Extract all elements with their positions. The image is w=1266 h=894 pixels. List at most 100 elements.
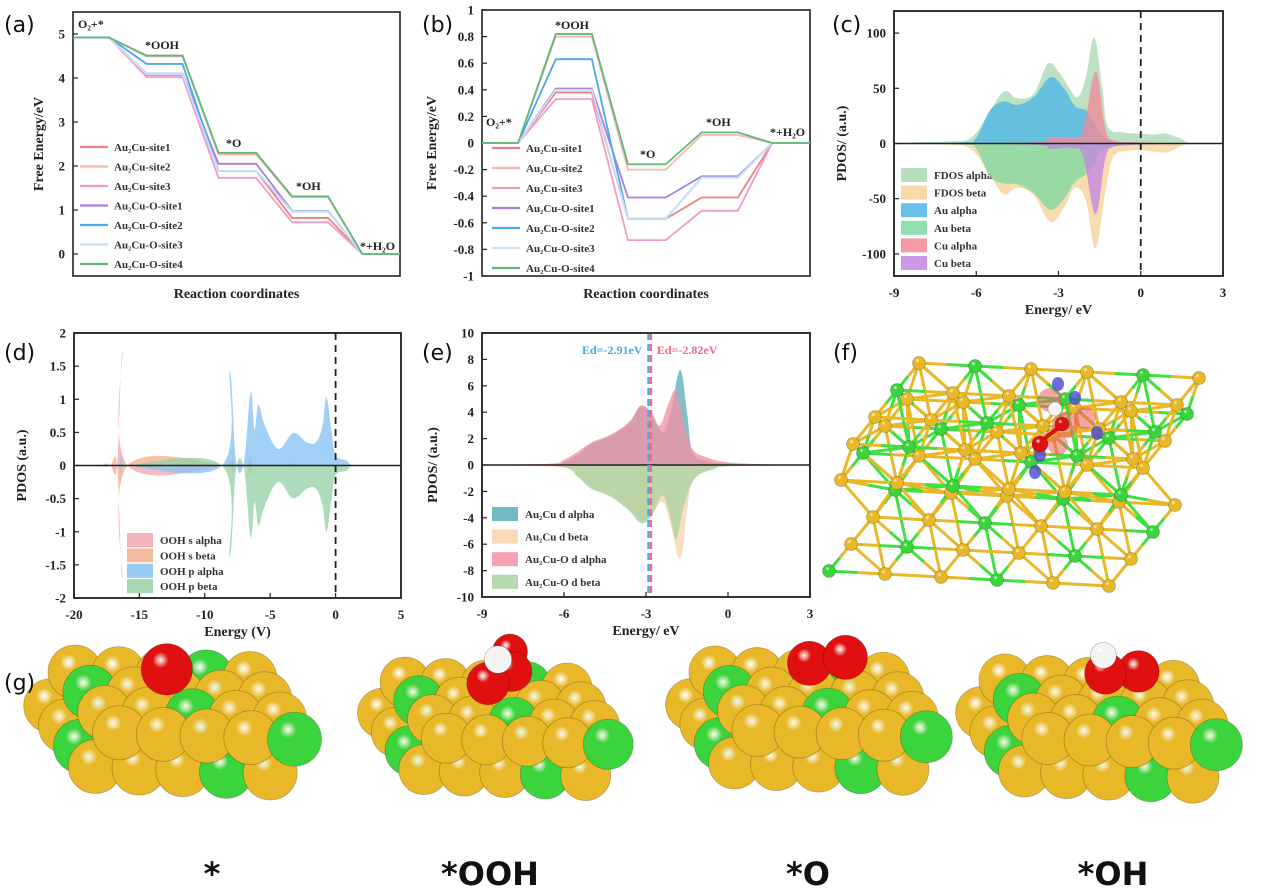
au-atom xyxy=(990,425,1004,439)
legend-label: Au₂Cu-O-site3 xyxy=(114,240,183,252)
y-tick-label: -0.2 xyxy=(453,162,474,177)
step-label: *+H₂O xyxy=(360,239,395,253)
cu-atom xyxy=(1102,431,1116,445)
y-tick-label: 2 xyxy=(59,159,66,174)
cu-atom xyxy=(890,383,904,397)
cu-atom xyxy=(1068,549,1082,563)
y-tick-label: 0.5 xyxy=(50,425,67,440)
structure-label-clean: * xyxy=(204,855,221,893)
au-atom xyxy=(834,473,848,487)
au-atom xyxy=(1114,395,1128,409)
y-tick-label: 10 xyxy=(461,326,474,341)
step-label: *O xyxy=(640,147,655,161)
y-tick-label: -0.8 xyxy=(453,242,474,257)
charge-depletion-lobe xyxy=(1091,426,1103,440)
cu-atom xyxy=(902,440,916,454)
au-atom xyxy=(1124,552,1138,566)
y-tick-label: -10 xyxy=(457,590,474,605)
legend-label: Au₂Cu-O-site1 xyxy=(526,203,595,215)
legend-label: Au₂Cu-site2 xyxy=(526,163,583,175)
y-axis-label: PDOS/ (a.u.) xyxy=(835,105,850,181)
au-atom xyxy=(1012,546,1026,560)
y-tick-label: 3 xyxy=(59,115,66,130)
x-tick-label: -5 xyxy=(265,607,276,622)
y-tick-label: -1 xyxy=(55,524,66,539)
panel-label-c: (c) xyxy=(832,13,861,38)
y-tick-label: 1.5 xyxy=(50,359,67,374)
step-label: *+H₂O xyxy=(770,125,805,139)
y-axis-label: PDOS (a.u.) xyxy=(15,429,30,501)
series-line xyxy=(482,98,810,241)
au-atom xyxy=(866,510,880,524)
panel-label-e: (e) xyxy=(422,341,453,366)
charge-depletion-lobe xyxy=(1069,391,1081,405)
legend-label: OOH p beta xyxy=(160,581,218,593)
y-tick-label: -2 xyxy=(463,484,474,499)
series-area xyxy=(482,390,810,465)
legend-label: Au₂Cu-O-site2 xyxy=(526,223,595,235)
panel-f-charge-density-structure xyxy=(822,356,1206,593)
legend-label: Au₂Cu-site1 xyxy=(526,143,582,155)
cu-atom xyxy=(934,422,948,436)
y-tick-label: 1 xyxy=(60,392,67,407)
charge-depletion-lobe xyxy=(1052,377,1064,391)
o-atom xyxy=(1031,435,1049,453)
panel-g-adsorption-structures xyxy=(23,633,1243,804)
legend-label: Cu alpha xyxy=(934,240,978,252)
step-label: O₂+* xyxy=(486,115,512,129)
y-axis-label: Free Energy/eV xyxy=(32,97,47,191)
panel-label-b: (b) xyxy=(422,13,453,38)
au-atom xyxy=(1002,482,1016,496)
x-tick-label: -9 xyxy=(889,285,900,300)
x-tick-label: 3 xyxy=(807,606,814,621)
cu-atom xyxy=(822,564,836,578)
y-tick-label: -100 xyxy=(862,246,886,261)
legend-label: Au beta xyxy=(934,223,971,235)
cu-atom xyxy=(978,516,992,530)
x-axis-label: Reaction coordinates xyxy=(583,287,709,302)
legend-label: Au₂Cu d alpha xyxy=(525,509,595,521)
au-atom xyxy=(868,410,882,424)
x-axis-label: Energy/ eV xyxy=(1025,303,1092,318)
au-atom xyxy=(968,452,982,466)
slab-structure xyxy=(23,643,322,801)
y-tick-label: 0.8 xyxy=(458,29,475,44)
legend-swatch xyxy=(492,574,518,589)
x-tick-label: 3 xyxy=(1220,285,1227,300)
legend-label: Au₂Cu-site2 xyxy=(114,162,171,174)
y-tick-label: 100 xyxy=(867,26,887,41)
y-tick-label: -2 xyxy=(55,591,66,606)
series-line xyxy=(482,88,810,220)
legend-label: OOH s alpha xyxy=(160,535,222,547)
x-tick-label: -3 xyxy=(641,606,652,621)
y-tick-label: 0.6 xyxy=(458,56,475,71)
y-tick-label: -4 xyxy=(463,510,474,525)
y-tick-label: -6 xyxy=(463,537,474,552)
cu-atom xyxy=(900,540,914,554)
au-atom xyxy=(922,513,936,527)
o-atom xyxy=(1054,416,1070,432)
au-atom xyxy=(1136,461,1150,475)
d-band-center-label: Ed=-2.82eV xyxy=(657,343,718,357)
slab-structure xyxy=(357,633,634,801)
step-label: *OOH xyxy=(555,18,590,32)
slab-structure xyxy=(665,634,953,796)
y-tick-label: 1 xyxy=(468,3,475,18)
y-tick-label: -1 xyxy=(463,269,474,284)
legend-label: Au₂Cu-O-site4 xyxy=(526,263,595,275)
au-atom xyxy=(846,437,860,451)
x-tick-label: -10 xyxy=(196,607,213,622)
y-tick-label: -0.6 xyxy=(453,215,474,230)
au-atom xyxy=(1046,576,1060,590)
y-tick-label: 0 xyxy=(468,136,475,151)
y-tick-label: 4 xyxy=(59,71,66,86)
x-axis-label: Energy (V) xyxy=(204,625,271,640)
au-atom xyxy=(1024,362,1038,376)
step-label: O₂+* xyxy=(78,17,104,31)
au-atom xyxy=(1102,579,1116,593)
au-atom xyxy=(946,386,960,400)
h-atom xyxy=(1090,642,1117,669)
plot-frame xyxy=(72,11,401,277)
au-atom xyxy=(924,413,938,427)
au-atom xyxy=(1034,519,1048,533)
